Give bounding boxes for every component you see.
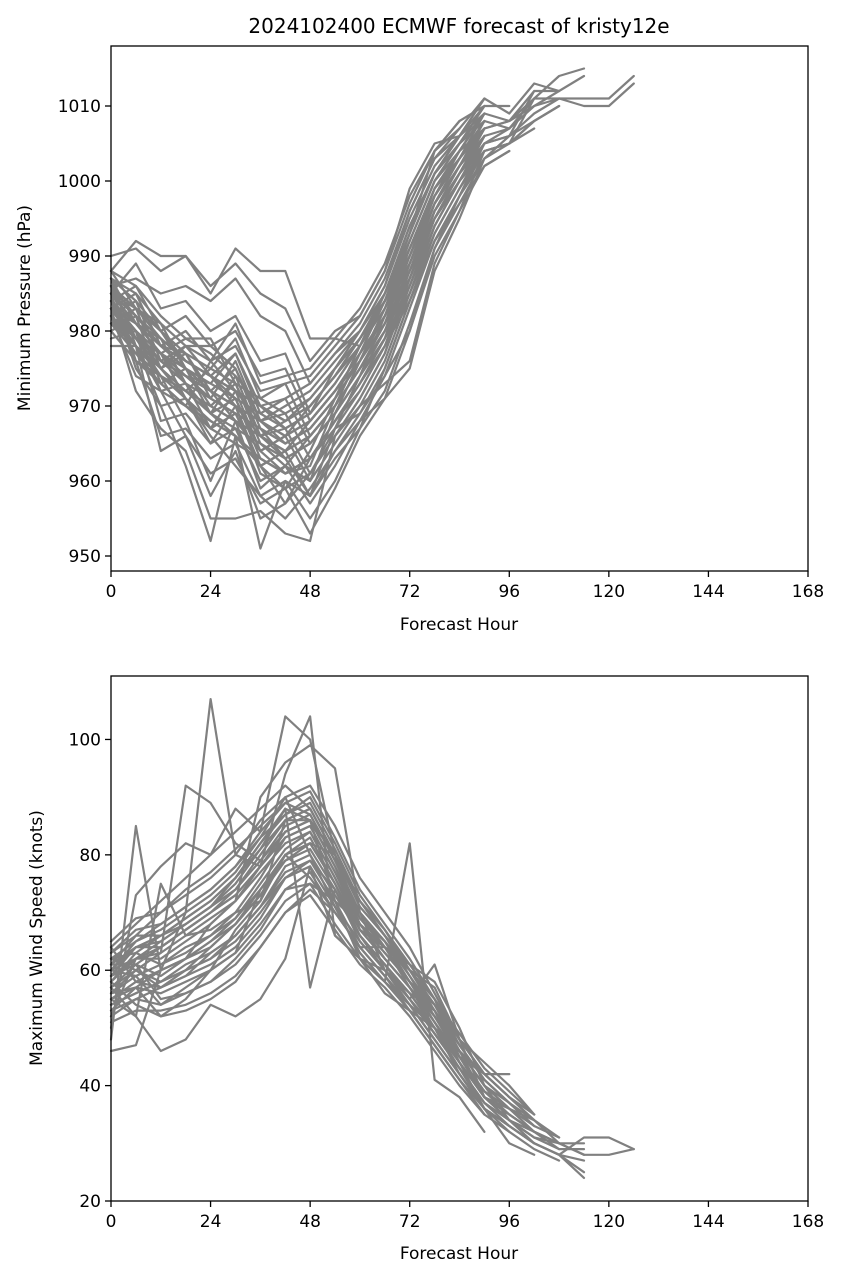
pressure-plot-frame [110, 45, 809, 572]
wind-member-line-5 [109, 853, 635, 1156]
wind-x-tick-label: 0 [106, 1212, 117, 1232]
wind-plot-frame [110, 675, 809, 1202]
pressure-y-tick-label: 970 [69, 397, 101, 417]
pressure-member-line-14 [109, 149, 511, 535]
pressure-x-tick-label: 120 [593, 582, 625, 602]
chart-title: 2024102400 ECMWF forecast of kristy12e [248, 14, 669, 38]
wind-x-axis-label: Forecast Hour [400, 1244, 518, 1264]
pressure-y-tick-label: 990 [69, 247, 101, 267]
pressure-member-line-43 [109, 142, 486, 460]
pressure-x-tick-label: 96 [498, 582, 520, 602]
wind-x-tick-label: 48 [299, 1212, 321, 1232]
wind-member-line-40 [109, 819, 486, 1087]
pressure-axis-ticks: 0 24 48 72 96 120 144 168 950 960 970 980 990 1000 101… [58, 97, 824, 602]
wind-member-line-38 [109, 865, 486, 1116]
pressure-x-tick-label: 0 [106, 582, 117, 602]
wind-member-line-36 [109, 807, 511, 1105]
pressure-member-line-32 [109, 127, 511, 490]
pressure-y-tick-label: 960 [69, 472, 101, 492]
wind-member-line-34 [109, 847, 511, 1122]
pressure-member-line-48 [109, 134, 486, 453]
pressure-x-tick-label: 72 [399, 582, 421, 602]
wind-chart: 0 24 48 72 96 120 144 168 20 40 60 80 100 Forecast H… [27, 675, 825, 1264]
wind-x-tick-label: 24 [200, 1212, 222, 1232]
wind-x-tick-label: 120 [593, 1212, 625, 1232]
wind-y-tick-label: 60 [79, 961, 101, 981]
wind-member-line-22 [109, 865, 536, 1145]
wind-y-tick-label: 40 [79, 1077, 101, 1097]
pressure-y-tick-label: 1010 [58, 97, 101, 117]
pressure-member-line-40 [109, 119, 486, 430]
wind-member-line-37 [109, 859, 486, 1110]
wind-y-axis-label: Maximum Wind Speed (knots) [27, 810, 47, 1066]
wind-ensemble-lines [109, 697, 635, 1180]
wind-member-line-35 [109, 813, 511, 1110]
pressure-x-tick-label: 144 [692, 582, 724, 602]
pressure-member-line-50 [109, 127, 486, 438]
wind-x-tick-label: 96 [498, 1212, 520, 1232]
pressure-x-tick-label: 168 [792, 582, 824, 602]
wind-x-tick-label: 144 [692, 1212, 724, 1232]
pressure-member-line-44 [109, 149, 486, 475]
pressure-ensemble-lines [109, 67, 635, 550]
pressure-chart: 2024102400 ECMWF forecast of kristy12e 0… [15, 14, 824, 635]
pressure-x-tick-label: 24 [200, 582, 222, 602]
wind-member-line-31 [109, 830, 536, 1133]
wind-member-line-39 [109, 801, 511, 1099]
wind-x-tick-label: 72 [399, 1212, 421, 1232]
wind-y-tick-label: 20 [79, 1192, 101, 1212]
pressure-y-axis-label: Minimum Pressure (hPa) [15, 205, 35, 411]
wind-axis-ticks: 0 24 48 72 96 120 144 168 20 40 60 80 100 [69, 730, 825, 1232]
wind-member-line-33 [109, 836, 511, 1116]
pressure-y-tick-label: 980 [69, 322, 101, 342]
wind-member-line-1 [109, 697, 486, 1133]
wind-y-tick-label: 80 [79, 846, 101, 866]
pressure-member-line-3 [109, 74, 586, 385]
pressure-x-axis-label: Forecast Hour [400, 615, 518, 635]
wind-x-tick-label: 168 [792, 1212, 824, 1232]
wind-y-tick-label: 100 [69, 730, 101, 750]
pressure-member-line-42 [109, 112, 486, 415]
pressure-x-tick-label: 48 [299, 582, 321, 602]
pressure-y-tick-label: 950 [69, 547, 101, 567]
pressure-member-line-49 [109, 119, 486, 423]
pressure-y-tick-label: 1000 [58, 172, 101, 192]
